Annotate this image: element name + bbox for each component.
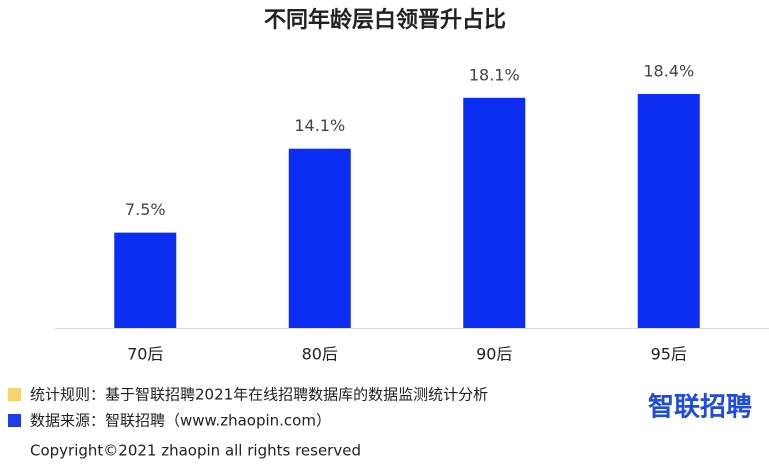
value-label: 7.5% (125, 200, 166, 219)
bar (463, 97, 526, 328)
bar (637, 94, 700, 328)
logo: 智联招聘 (648, 393, 752, 423)
copyright: Copyright©2021 zhaopin all rights reserv… (30, 442, 361, 460)
x-tick-label: 80后 (302, 345, 338, 364)
value-label: 14.1% (294, 116, 345, 135)
chart-title: 不同年龄层白领晋升占比 (264, 7, 506, 33)
legend-swatch (8, 414, 21, 427)
note: 统计规则：基于智联招聘2021年在线招聘数据库的数据监测统计分析 (30, 386, 488, 404)
value-label: 18.4% (643, 62, 694, 81)
bar (288, 148, 351, 328)
value-label: 18.1% (469, 65, 520, 84)
legend-swatch (8, 388, 21, 401)
x-tick-label: 90后 (476, 345, 512, 364)
x-tick-label: 70后 (127, 345, 163, 364)
x-tick-label: 95后 (651, 345, 687, 364)
bar (114, 232, 177, 328)
note: 数据来源：智联招聘（www.zhaopin.com） (30, 412, 331, 430)
